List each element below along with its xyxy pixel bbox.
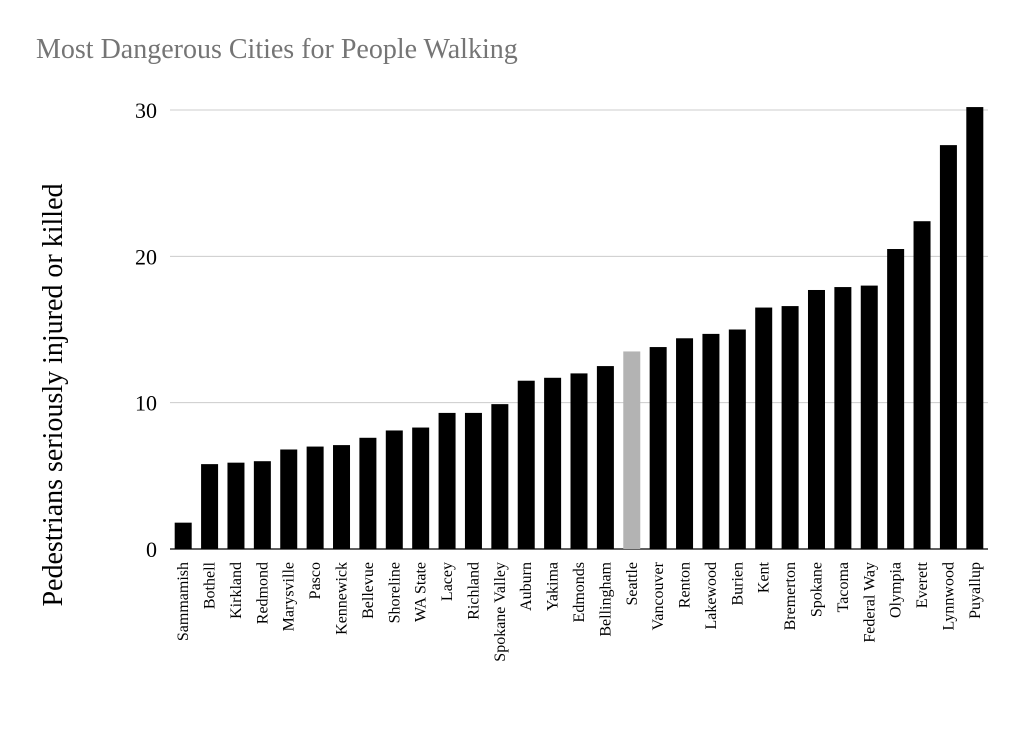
x-category-label: Bothell xyxy=(202,561,219,609)
bar xyxy=(702,333,720,549)
bar xyxy=(781,306,799,549)
bar xyxy=(728,329,746,549)
x-category-label: Lacey xyxy=(439,562,456,601)
bar xyxy=(385,430,403,549)
bar xyxy=(623,351,641,549)
x-category-label: Kent xyxy=(756,561,773,593)
y-tick-label: 0 xyxy=(146,537,157,562)
x-category-label: Renton xyxy=(677,562,694,608)
x-category-label: Burien xyxy=(729,562,746,606)
x-category-label: Richland xyxy=(465,562,482,620)
bar xyxy=(359,437,377,549)
x-category-label: Seattle xyxy=(624,562,641,606)
bar xyxy=(438,412,456,549)
x-category-label: Bellevue xyxy=(360,562,377,619)
y-tick-label: 20 xyxy=(135,244,157,269)
bar xyxy=(913,221,931,550)
x-category-label: Lynnwood xyxy=(940,562,957,630)
x-category-label: Auburn xyxy=(518,562,535,611)
bar xyxy=(807,289,825,549)
bar xyxy=(939,145,957,549)
chart-title: Most Dangerous Cities for People Walking xyxy=(36,34,518,65)
bar xyxy=(333,445,351,549)
bar xyxy=(227,462,245,549)
x-category-label: Edmonds xyxy=(571,562,588,622)
bar xyxy=(676,338,694,549)
x-category-label: Tacoma xyxy=(835,562,852,612)
x-category-label: Bremerton xyxy=(782,562,799,630)
bar xyxy=(517,380,535,549)
x-category-label: Puyallup xyxy=(967,562,984,619)
bar xyxy=(966,107,984,549)
x-category-label: Spokane Valley xyxy=(492,562,509,662)
x-category-label: Everett xyxy=(914,561,931,608)
bar xyxy=(544,377,562,549)
x-category-label: Pasco xyxy=(307,562,324,599)
bar xyxy=(596,366,614,549)
y-tick-label: 10 xyxy=(135,391,157,416)
x-axis-labels: Sammamish Bothell Kirkland Redmond Marysvill… xyxy=(175,561,984,661)
bar xyxy=(755,307,773,549)
x-category-label: Spokane xyxy=(808,562,825,617)
x-category-label: Olympia xyxy=(888,562,905,618)
x-category-label: Federal Way xyxy=(861,562,878,643)
y-axis-title: Pedestrians seriously injured or killed xyxy=(38,183,69,606)
x-category-label: Vancouver xyxy=(650,561,667,630)
x-category-label: Redmond xyxy=(254,562,271,624)
x-category-label: Lakewood xyxy=(703,562,720,630)
bar xyxy=(280,449,298,549)
bar xyxy=(570,373,588,549)
bar xyxy=(649,347,667,549)
x-category-label: Sammamish xyxy=(175,562,192,641)
bar xyxy=(860,285,878,549)
x-category-label: WA State xyxy=(413,562,430,622)
bars xyxy=(174,107,984,550)
bar xyxy=(201,464,219,549)
bar xyxy=(491,404,509,549)
x-category-label: Shoreline xyxy=(386,562,403,623)
bar xyxy=(412,427,430,549)
y-axis-ticks: 0 10 20 30 xyxy=(135,98,157,562)
bar xyxy=(174,522,192,549)
bar xyxy=(464,412,482,549)
bar xyxy=(306,446,324,549)
bar xyxy=(887,249,905,549)
bar xyxy=(834,287,852,549)
x-category-label: Kennewick xyxy=(334,562,351,635)
x-category-label: Bellingham xyxy=(597,561,614,636)
x-category-label: Yakima xyxy=(545,562,562,611)
bar xyxy=(253,461,271,549)
y-tick-label: 30 xyxy=(135,98,157,123)
x-category-label: Kirkland xyxy=(228,562,245,619)
x-category-label: Marysville xyxy=(281,562,298,631)
